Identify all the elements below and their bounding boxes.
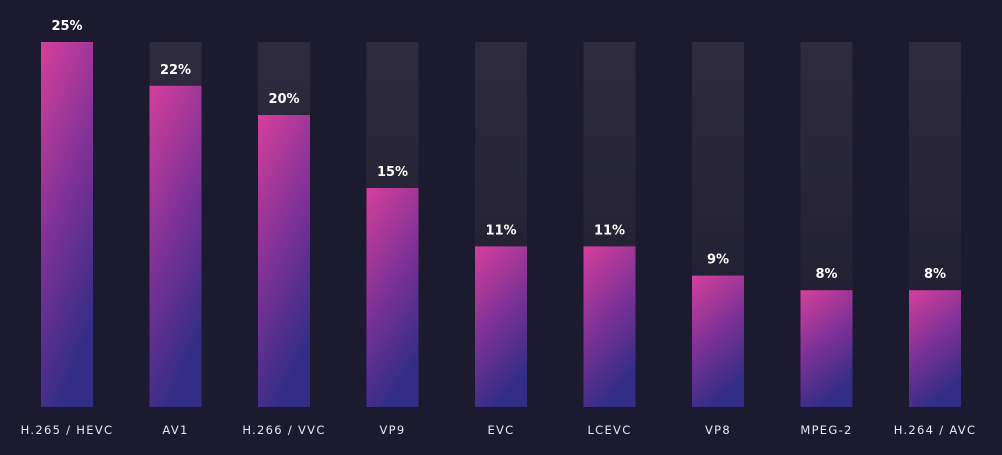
category-label: H.265 / HEVC — [21, 423, 114, 437]
bar — [41, 42, 93, 407]
category-label: LCEVC — [587, 423, 631, 437]
category-label: MPEG-2 — [800, 423, 852, 437]
bar — [692, 275, 744, 407]
value-labels: 25% 22% 20% 15% 11% 11% 9% 8% 8% — [51, 19, 946, 282]
value-label: 25% — [51, 19, 82, 34]
bar — [475, 246, 527, 407]
category-label: EVC — [487, 423, 514, 437]
value-label: 20% — [268, 92, 299, 107]
value-label: 11% — [594, 223, 625, 238]
bar — [258, 115, 310, 407]
bar — [800, 290, 853, 407]
value-label: 22% — [160, 63, 191, 78]
value-label: 15% — [377, 165, 408, 180]
category-label: AV1 — [162, 423, 188, 437]
category-label: H.264 / AVC — [894, 423, 977, 437]
bar — [583, 246, 636, 407]
category-labels: H.265 / HEVC AV1 H.266 / VVC VP9 EVC LCEVC VP8… — [21, 423, 977, 437]
bar — [366, 188, 419, 407]
value-label: 11% — [485, 223, 516, 238]
category-label: VP8 — [705, 423, 731, 437]
bar — [909, 290, 961, 407]
bars — [41, 42, 961, 408]
value-label: 9% — [707, 253, 729, 268]
category-label: VP9 — [379, 423, 405, 437]
value-label: 8% — [924, 267, 946, 282]
value-label: 8% — [815, 267, 837, 282]
bar — [149, 85, 202, 408]
category-label: H.266 / VVC — [242, 423, 325, 437]
